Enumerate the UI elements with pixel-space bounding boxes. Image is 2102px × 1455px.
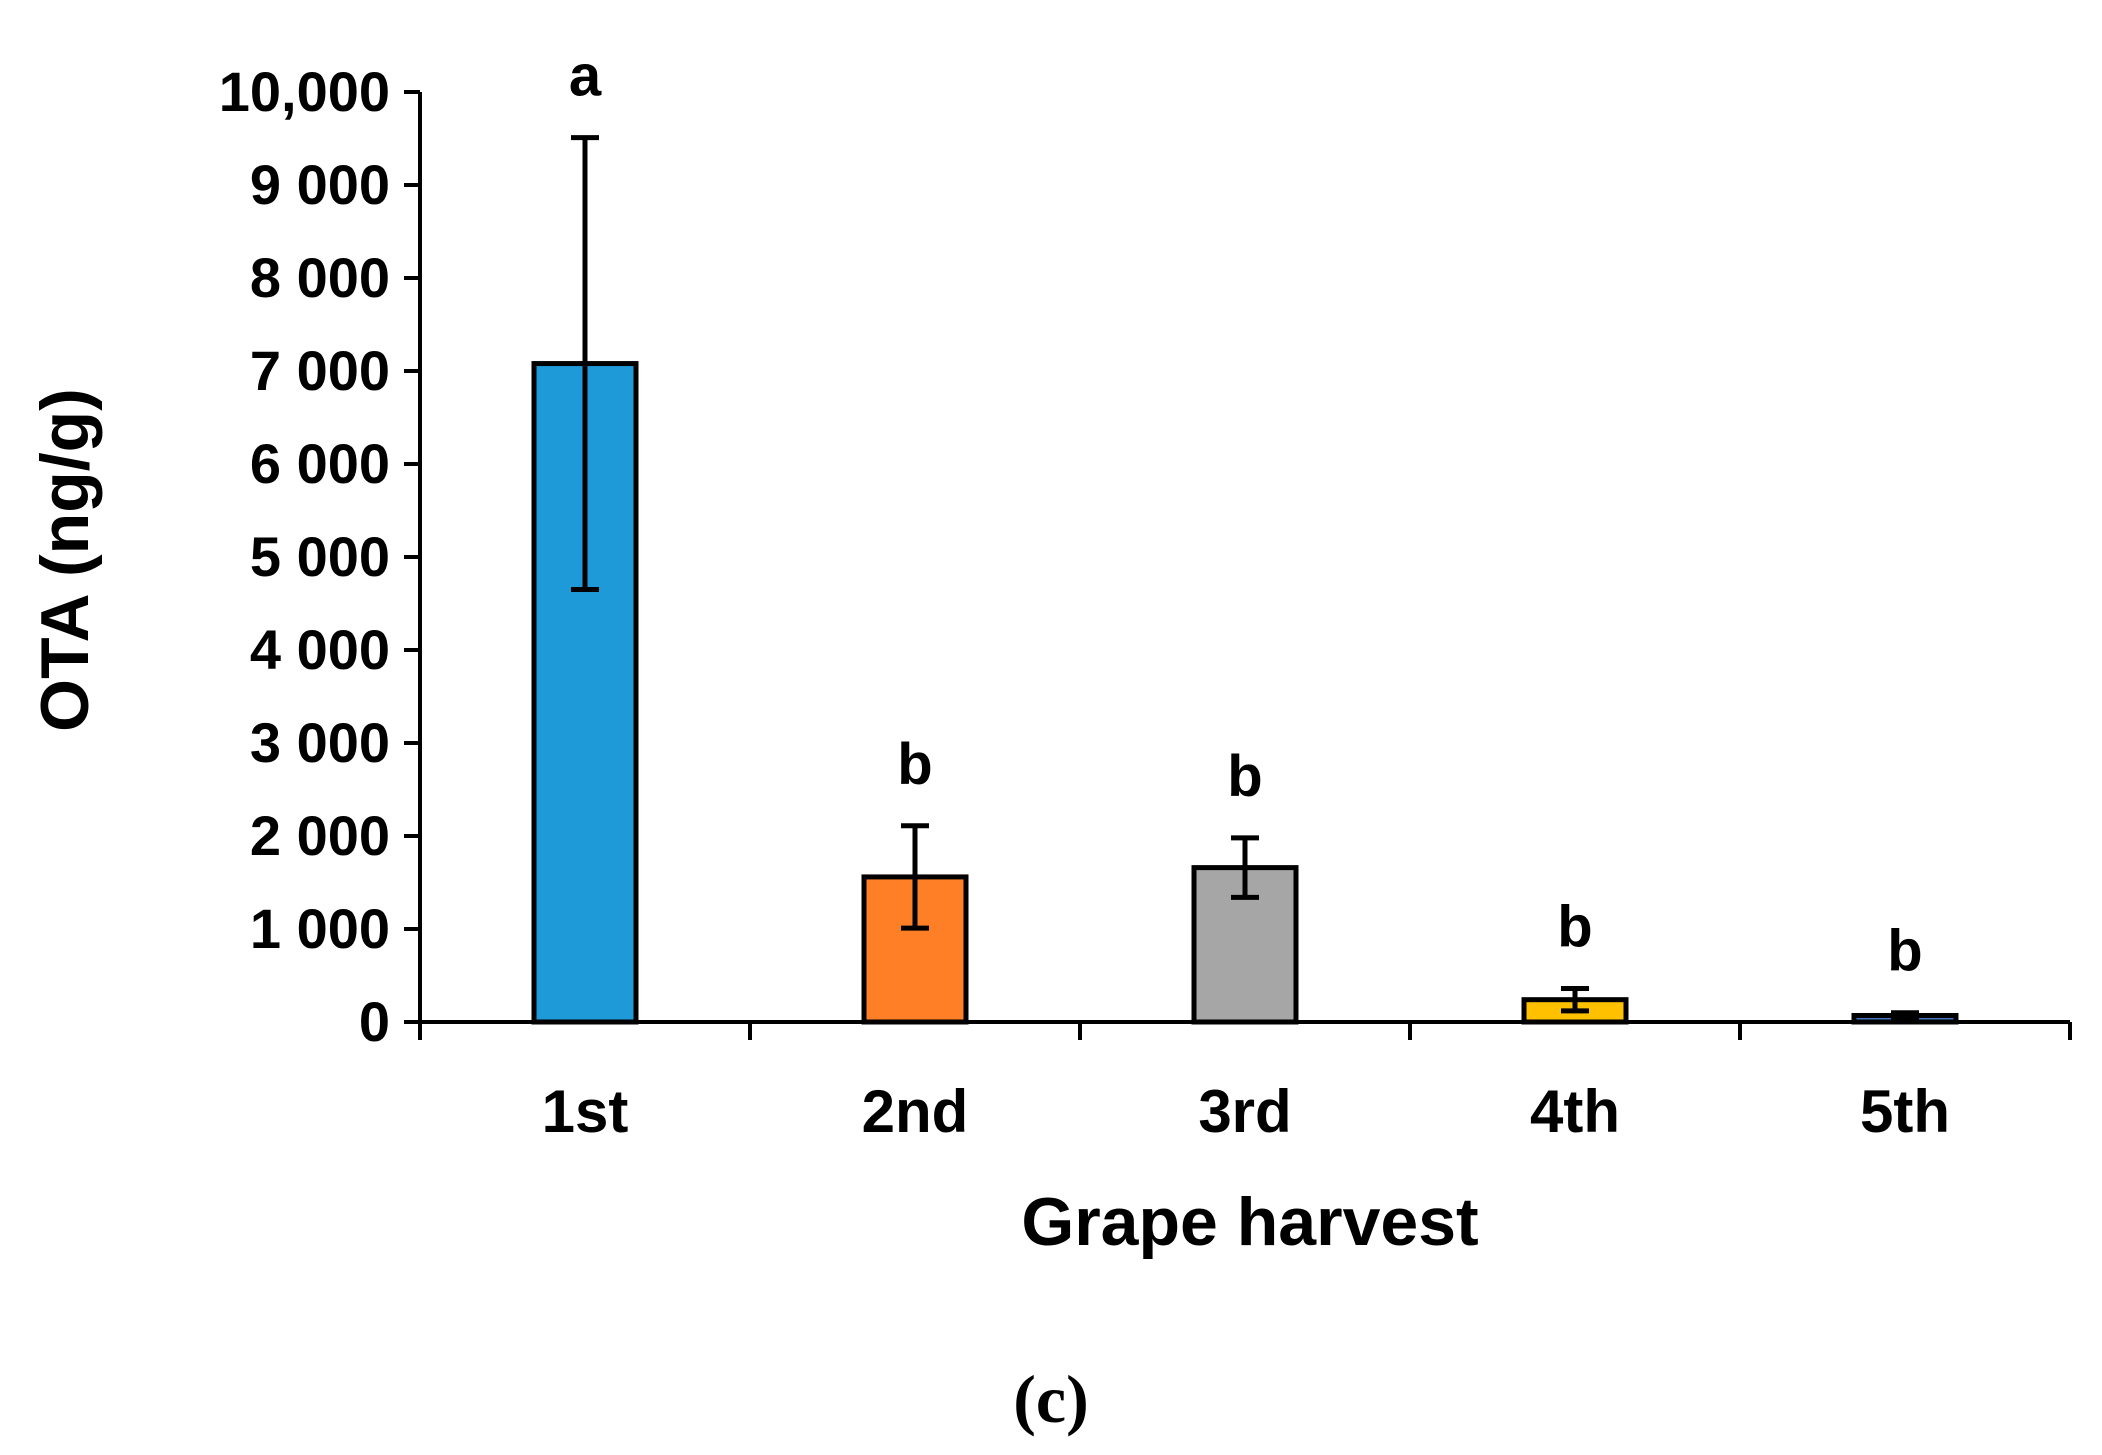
y-tick-label: 4 000	[250, 618, 390, 681]
x-axis-title: Grape harvest	[1021, 1184, 1478, 1260]
y-tick-label: 7 000	[250, 339, 390, 402]
panel-label: (c)	[1013, 1361, 1089, 1437]
error-bar-4th	[1561, 986, 1589, 1014]
error-bar-3rd	[1231, 835, 1259, 900]
significance-letters: a b b b b	[569, 44, 1923, 984]
significance-letter-1st: a	[569, 44, 602, 109]
y-tick-label: 3 000	[250, 711, 390, 774]
y-tick-label: 0	[359, 990, 390, 1053]
y-tick-label: 6 000	[250, 432, 390, 495]
significance-letter-5th: b	[1887, 919, 1922, 984]
y-axis-ticks: 0 1 000 2 000 3 000 4 000 5 000 6 000 7 000 8 00…	[219, 60, 420, 1053]
significance-letter-3rd: b	[1227, 744, 1262, 809]
error-bars	[571, 135, 1919, 1021]
axes	[404, 92, 2072, 1040]
significance-letter-4th: b	[1557, 895, 1592, 960]
y-tick-label: 2 000	[250, 804, 390, 867]
y-tick-label: 8 000	[250, 246, 390, 309]
significance-letter-2nd: b	[897, 732, 932, 797]
y-axis-title: OTA (ng/g)	[27, 388, 103, 732]
x-category-label: 5th	[1860, 1078, 1950, 1145]
error-bar-5th	[1891, 1010, 1919, 1021]
x-category-label: 4th	[1530, 1078, 1620, 1145]
x-category-label: 3rd	[1198, 1078, 1291, 1145]
y-tick-label: 10,000	[219, 60, 390, 123]
x-category-label: 1st	[542, 1078, 629, 1145]
x-axis-categories: 1st 2nd 3rd 4th 5th	[542, 1078, 1950, 1145]
error-bar-1st	[571, 135, 599, 593]
bars	[531, 361, 1959, 1025]
error-bar-2nd	[901, 823, 929, 931]
x-category-label: 2nd	[862, 1078, 969, 1145]
y-tick-label: 1 000	[250, 897, 390, 960]
y-tick-label: 5 000	[250, 525, 390, 588]
y-tick-label: 9 000	[250, 153, 390, 216]
